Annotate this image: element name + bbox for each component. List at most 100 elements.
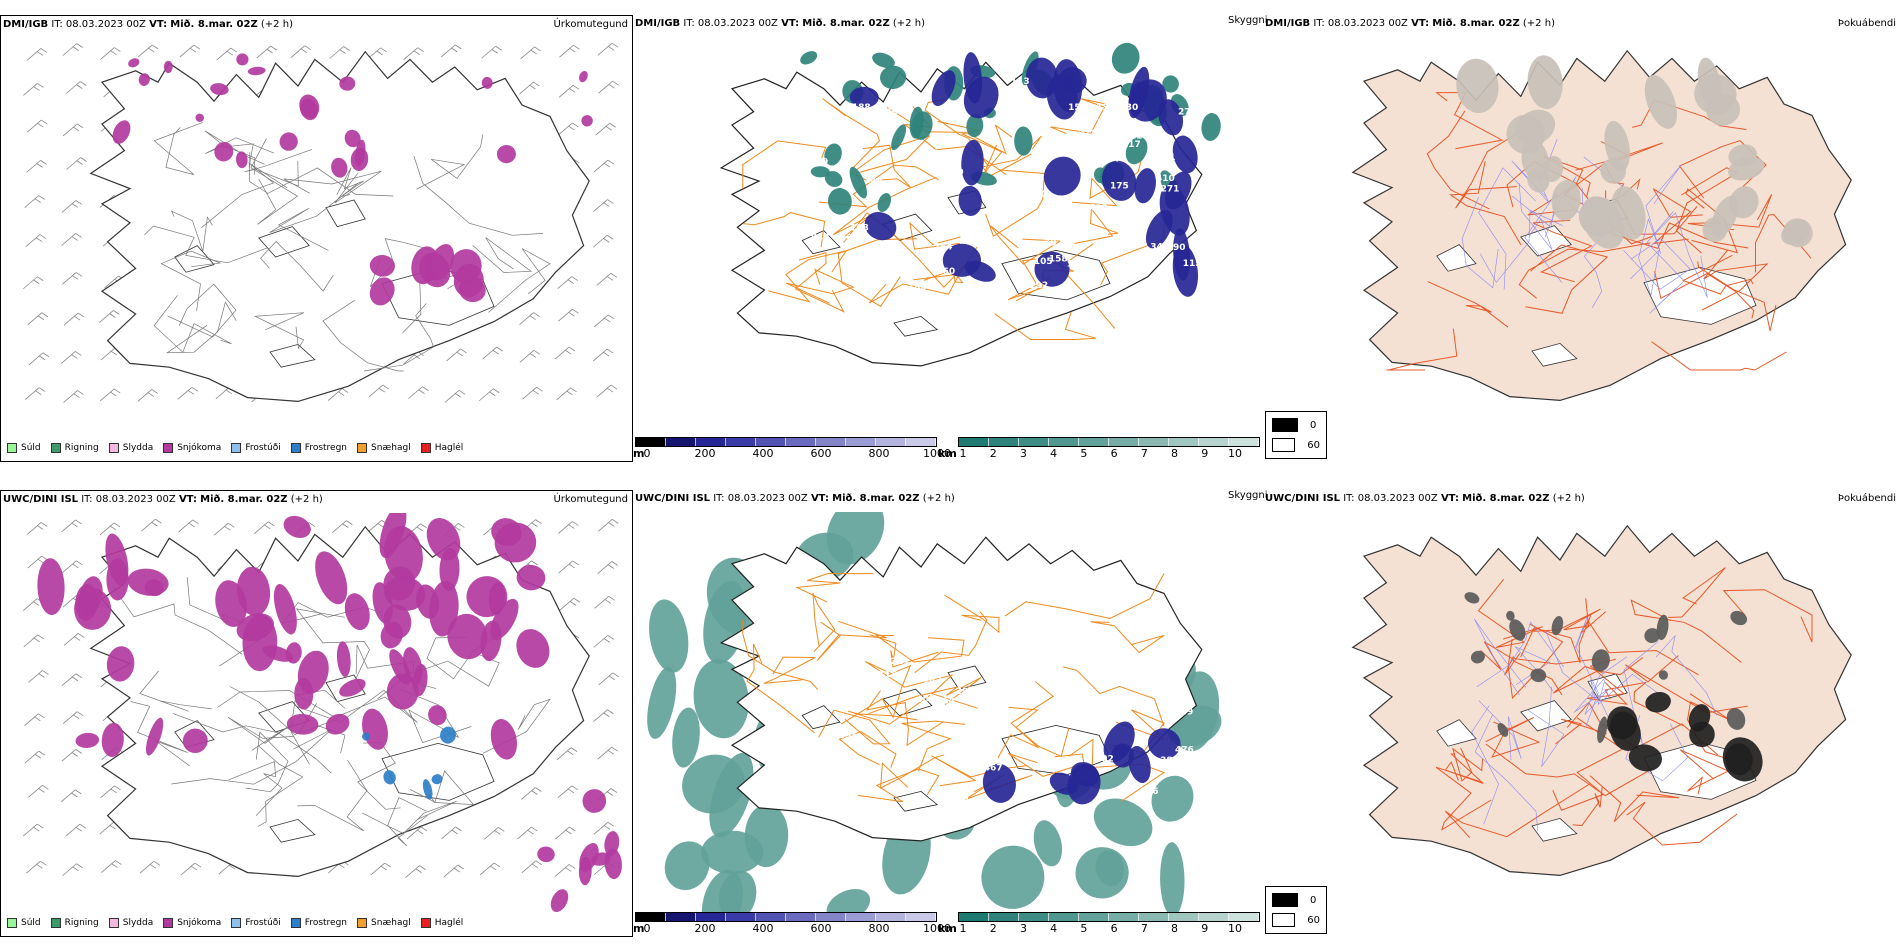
field-blob: [1128, 746, 1151, 783]
precip-legend-item: Frostregn: [290, 918, 347, 928]
field-blob: [824, 143, 842, 166]
road-line: [868, 677, 982, 715]
issue-label: IT:: [81, 494, 93, 505]
wind-barb: [443, 864, 464, 878]
precip-legend: Súld Rigning Slydda Snjókoma Frostúði Frostre…: [7, 918, 463, 928]
colorbar-step: [1229, 438, 1259, 446]
visibility-value-label: 110: [1130, 132, 1149, 142]
visibility-unit: km: [938, 922, 957, 935]
ceiling-ticks: 0 200 400 600 800 1000: [643, 447, 952, 461]
legend-swatch: [1272, 893, 1298, 907]
field-blob: [1725, 743, 1753, 776]
field-blob: [283, 515, 311, 538]
colorbar-step: [906, 438, 936, 446]
river-line: [1573, 656, 1628, 715]
road-line: [283, 170, 382, 204]
wind-barb: [62, 43, 84, 56]
wind-barb: [62, 711, 84, 725]
river-line: [1652, 212, 1708, 298]
wind-barb: [444, 389, 466, 403]
wind-barb: [180, 862, 202, 876]
colorbar-step: [1079, 438, 1109, 446]
snow-field: [112, 53, 593, 178]
field-blob: [1075, 847, 1129, 899]
wind-barb: [484, 826, 505, 840]
visibility-colorbar: [958, 912, 1260, 922]
field-blob: [182, 728, 208, 754]
wind-barb: [554, 346, 576, 360]
model-name: UWC/DINI ISL: [3, 494, 79, 505]
glacier-outline: [801, 705, 841, 730]
road-line: [112, 587, 243, 655]
colorbar-step: [846, 438, 876, 446]
field-blob: [112, 120, 131, 144]
field-blob: [344, 593, 370, 631]
wind-barb: [61, 200, 83, 213]
field-blob: [426, 517, 461, 561]
field-blob: [1689, 721, 1715, 748]
lead-time: (+2 h): [290, 494, 323, 505]
road-line: [742, 212, 826, 248]
road-line: [1435, 766, 1492, 831]
glacier-outline: [1531, 342, 1578, 367]
legend-swatch: [7, 443, 17, 453]
wind-barb: [28, 670, 49, 683]
legend-swatch: [1272, 438, 1296, 452]
visibility-value-label: 295: [956, 687, 975, 697]
field-blob: [488, 582, 506, 615]
field-blob: [1033, 820, 1063, 867]
wind-barb: [61, 272, 83, 285]
wind-barb: [101, 860, 122, 873]
wind-barb: [213, 522, 235, 536]
wind-barb: [522, 386, 543, 400]
visibility-value-label: 202: [1044, 239, 1063, 249]
road-line: [742, 619, 819, 690]
road-line: [336, 167, 364, 197]
precip-legend-item: Snjókoma: [163, 443, 221, 453]
legend-label: 0: [1310, 894, 1317, 906]
road-line: [167, 283, 237, 338]
colorbar-step: [876, 913, 906, 921]
lead-time: (+2 h): [1552, 493, 1585, 504]
field-blob: [369, 254, 395, 277]
road-line: [795, 573, 874, 603]
valid-time: Mið. 8.mar. 02Z: [170, 19, 258, 30]
wind-barb: [61, 673, 83, 687]
ceiling-colorbar: [635, 912, 937, 922]
colorbar-tick: 0: [643, 447, 651, 460]
road-line: [1008, 753, 1085, 777]
precip-type-panel: DMI/IGB IT: 08.03.2023 00Z VT: Mið. 8.ma…: [0, 15, 633, 462]
colorbar-step: [726, 913, 756, 921]
visibility-value-label: 133: [926, 184, 945, 194]
wind-barb: [99, 388, 121, 402]
visibility-value-label: 146: [864, 176, 883, 186]
model-name: DMI/IGB: [635, 18, 681, 29]
road-line: [1604, 681, 1684, 727]
road-line: [1686, 693, 1736, 762]
field-blob: [1728, 144, 1758, 167]
field-blob: [315, 551, 348, 605]
colorbar-tick: 9: [1201, 922, 1209, 935]
legend-label: Slydda: [122, 443, 154, 453]
precip-legend-item: Snjókoma: [163, 918, 221, 928]
visibility-value-label: 117: [1122, 140, 1141, 150]
wind-barb: [557, 276, 578, 289]
visibility-value-label: 115: [1183, 259, 1202, 269]
river-line: [1583, 230, 1608, 308]
field-blob: [339, 76, 356, 91]
wind-barb: [558, 521, 579, 534]
valid-time: Mið. 8.mar. 02Z: [802, 18, 890, 29]
visibility-value-label: 209: [920, 644, 939, 654]
road-line: [857, 768, 940, 803]
legend-swatch: [108, 443, 119, 453]
visibility-value-label: 113: [1011, 77, 1030, 87]
visibility-value-label: 192: [1029, 281, 1048, 291]
field-blob: [516, 629, 550, 668]
colorbar-step: [666, 913, 696, 921]
wind-barb: [62, 560, 83, 574]
colorbar-step: [989, 438, 1019, 446]
field-blob: [516, 564, 546, 591]
wind-barb: [597, 746, 618, 760]
precip-legend-item: Slydda: [108, 443, 154, 453]
model-name: UWC/DINI ISL: [635, 493, 711, 504]
